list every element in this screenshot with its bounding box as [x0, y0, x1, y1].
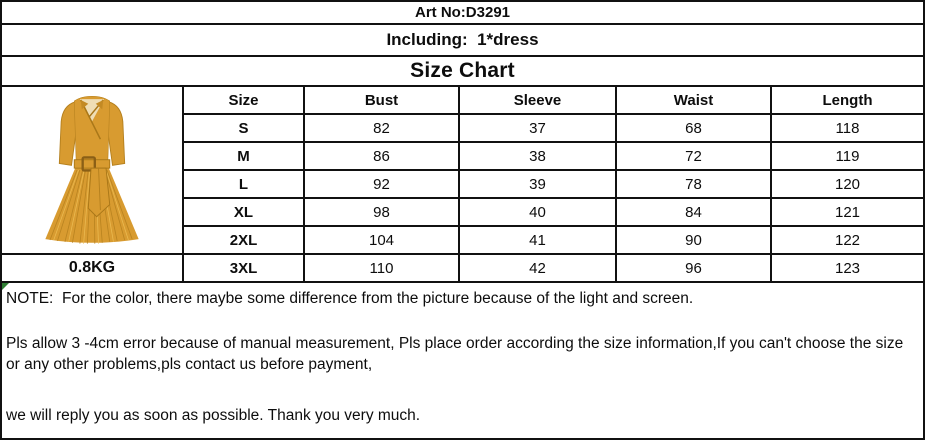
col-header-waist: Waist — [617, 87, 770, 113]
size-label: XL — [184, 199, 303, 225]
length-value: 119 — [772, 143, 923, 169]
col-header-size: Size — [184, 87, 303, 113]
size-label: 3XL — [184, 255, 303, 281]
dress-collar-flap-right — [95, 100, 104, 110]
length-value: 122 — [772, 227, 923, 253]
col-header-length: Length — [772, 87, 923, 113]
waist-value: 72 — [617, 143, 770, 169]
sleeve-value: 41 — [460, 227, 615, 253]
sleeve-value: 37 — [460, 115, 615, 141]
col-header-sleeve: Sleeve — [460, 87, 615, 113]
note-reply-thanks: we will reply you as soon as possible. T… — [6, 407, 421, 424]
sleeve-value: 38 — [460, 143, 615, 169]
note-color-disclaimer: NOTE: For the color, there maybe some di… — [6, 290, 694, 307]
excel-error-marker-icon — [2, 283, 9, 290]
dress-right-sleeve — [107, 101, 126, 166]
notes-section: NOTE: For the color, there maybe some di… — [2, 283, 923, 438]
dress-sash-fold — [98, 168, 101, 211]
dress-image — [45, 95, 139, 244]
dress-belt — [73, 159, 111, 169]
art-number: Art No:D3291 — [2, 2, 923, 25]
dress-bodice — [73, 95, 111, 162]
sleeve-value: 42 — [460, 255, 615, 281]
length-value: 123 — [772, 255, 923, 281]
size-label: S — [184, 115, 303, 141]
product-photo-cell — [2, 87, 182, 253]
size-chart-title: Size Chart — [2, 57, 923, 87]
waist-value: 68 — [617, 115, 770, 141]
size-table: Size Bust Sleeve Waist Length S 82 37 68… — [2, 87, 923, 283]
bust-value: 104 — [305, 227, 458, 253]
col-header-bust: Bust — [305, 87, 458, 113]
note-measurement-disclaimer: Pls allow 3 -4cm error because of manual… — [6, 335, 908, 373]
size-label: M — [184, 143, 303, 169]
length-value: 118 — [772, 115, 923, 141]
dress-sash — [87, 167, 111, 218]
size-label: 2XL — [184, 227, 303, 253]
sleeve-value: 40 — [460, 199, 615, 225]
bust-value: 82 — [305, 115, 458, 141]
waist-value: 96 — [617, 255, 770, 281]
bust-value: 86 — [305, 143, 458, 169]
length-value: 121 — [772, 199, 923, 225]
size-label: L — [184, 171, 303, 197]
waist-value: 90 — [617, 227, 770, 253]
bust-value: 98 — [305, 199, 458, 225]
waist-value: 78 — [617, 171, 770, 197]
dress-belt-buckle — [81, 156, 96, 172]
length-value: 120 — [772, 171, 923, 197]
dress-left-sleeve — [58, 101, 77, 166]
dress-collar-flap-left — [80, 100, 89, 110]
product-weight: 0.8KG — [2, 255, 182, 281]
bust-value: 92 — [305, 171, 458, 197]
including-line: Including: 1*dress — [2, 25, 923, 57]
waist-value: 84 — [617, 199, 770, 225]
bust-value: 110 — [305, 255, 458, 281]
sleeve-value: 39 — [460, 171, 615, 197]
